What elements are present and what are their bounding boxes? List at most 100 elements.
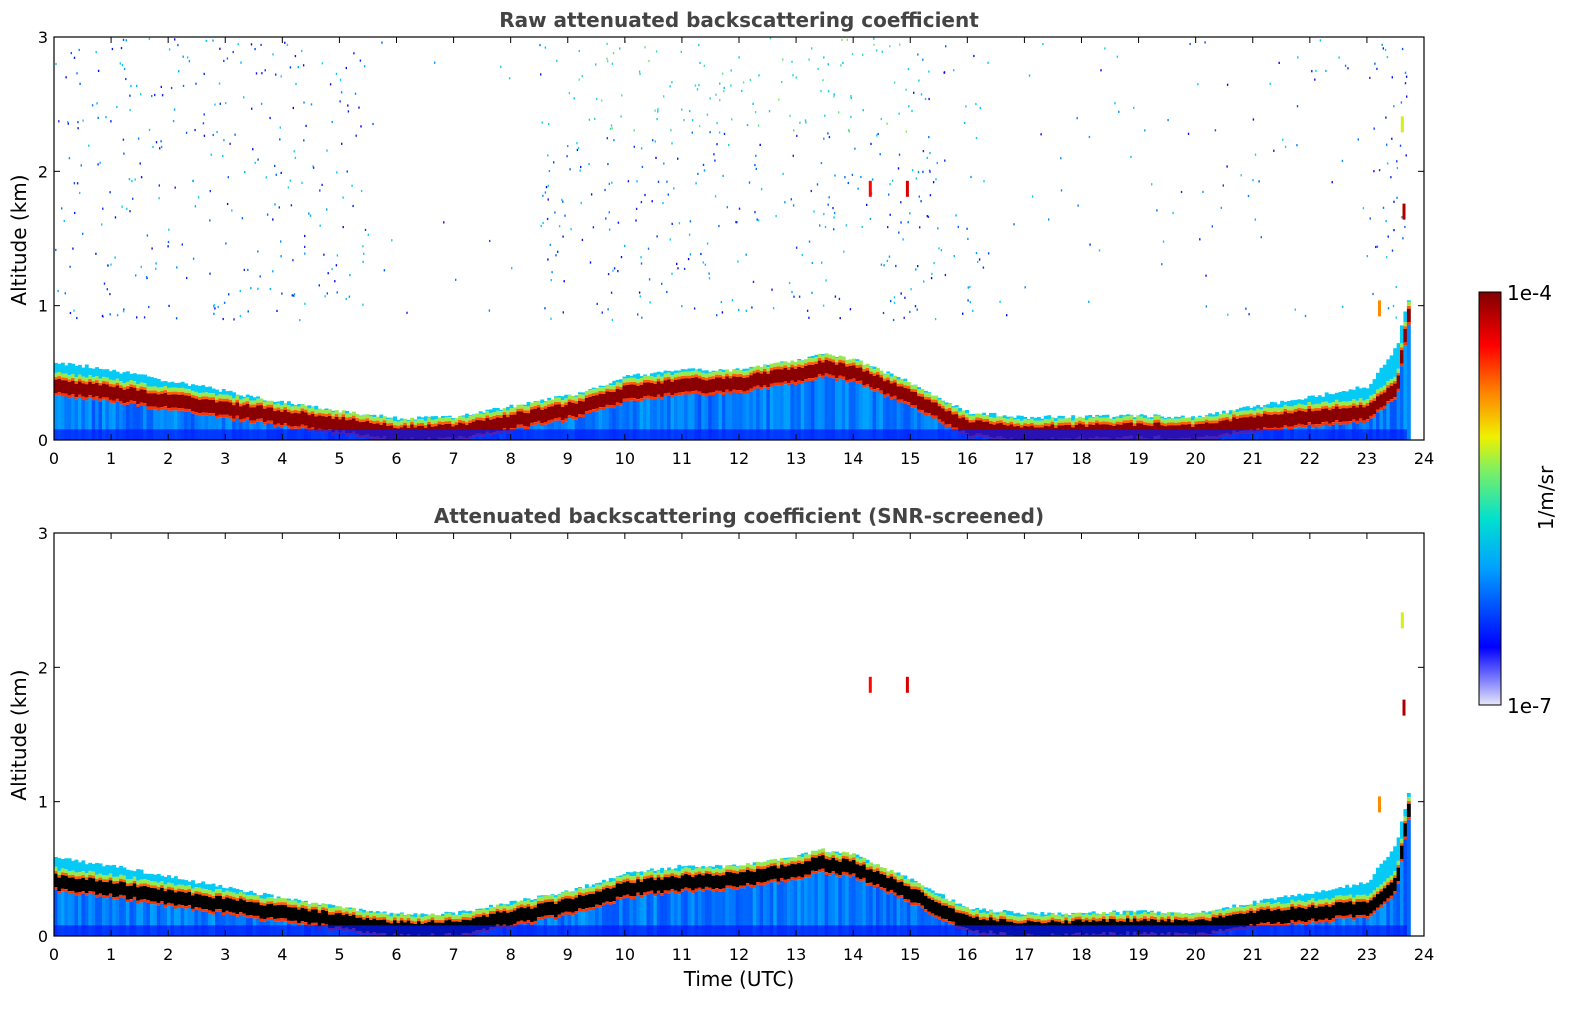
noise-speck bbox=[223, 139, 225, 142]
layer-edge bbox=[560, 896, 565, 900]
layer-edge bbox=[156, 391, 161, 395]
layer-edge bbox=[598, 391, 603, 394]
layer-edge bbox=[447, 912, 452, 917]
layer-body bbox=[927, 914, 932, 936]
layer-edge bbox=[321, 903, 325, 908]
layer-body bbox=[84, 895, 89, 936]
layer-edge bbox=[776, 865, 781, 869]
layer-edge bbox=[489, 907, 493, 911]
layer-core bbox=[149, 393, 154, 407]
layer-edge bbox=[112, 380, 117, 385]
layer-edge bbox=[567, 399, 572, 402]
layer-core bbox=[680, 378, 685, 392]
layer-body bbox=[581, 417, 586, 440]
layer-edge bbox=[626, 871, 630, 875]
layer-edge bbox=[334, 910, 339, 914]
noise-speck bbox=[639, 72, 641, 76]
noise-speck bbox=[312, 165, 314, 168]
noise-speck bbox=[808, 58, 810, 61]
layer-edge bbox=[1143, 415, 1147, 419]
noise-speck bbox=[1331, 181, 1333, 184]
layer-body bbox=[793, 880, 798, 936]
layer-edge bbox=[262, 402, 267, 406]
layer-core bbox=[917, 889, 921, 904]
layer-edge bbox=[259, 895, 264, 899]
layer-edge bbox=[547, 397, 552, 401]
layer-edge bbox=[286, 904, 291, 908]
layer-edge bbox=[300, 905, 305, 908]
layer-edge bbox=[995, 420, 1000, 424]
layer-core bbox=[858, 865, 863, 879]
layer-body bbox=[708, 395, 713, 440]
layer-edge bbox=[656, 371, 661, 375]
layer-body bbox=[821, 378, 826, 440]
layer-edge bbox=[427, 416, 432, 418]
noise-speck bbox=[143, 316, 146, 319]
layer-edge bbox=[735, 866, 740, 867]
layer-edge bbox=[1406, 306, 1411, 309]
layer-edge bbox=[687, 872, 692, 875]
layer-body bbox=[1372, 416, 1377, 440]
layer-edge bbox=[225, 888, 230, 891]
noise-speck bbox=[730, 84, 732, 87]
layer-edge bbox=[194, 887, 199, 891]
layer-body bbox=[804, 382, 808, 440]
layer-edge bbox=[170, 391, 175, 395]
layer-edge bbox=[256, 402, 260, 406]
layer-edge bbox=[571, 892, 576, 897]
layer-core bbox=[1156, 422, 1161, 436]
layer-edge bbox=[1297, 403, 1302, 408]
layer-edge bbox=[369, 415, 373, 417]
layer-edge bbox=[163, 888, 168, 892]
layer-core bbox=[694, 875, 699, 889]
layer-edge bbox=[889, 380, 894, 384]
layer-edge bbox=[831, 855, 836, 858]
layer-core bbox=[495, 911, 500, 925]
layer-edge bbox=[358, 910, 363, 915]
layer-core bbox=[588, 894, 593, 908]
layer-edge bbox=[441, 416, 445, 418]
layer-body bbox=[896, 402, 901, 440]
layer-edge bbox=[441, 916, 445, 920]
layer-body bbox=[598, 907, 603, 936]
layer-edge bbox=[852, 873, 856, 877]
layer-edge bbox=[125, 883, 130, 887]
layer-core bbox=[74, 383, 79, 398]
layer-edge bbox=[673, 874, 678, 878]
layer-edge bbox=[773, 366, 778, 370]
layer-core bbox=[615, 389, 620, 403]
layer-edge bbox=[677, 871, 682, 876]
noise-speck bbox=[61, 207, 63, 210]
noise-speck bbox=[937, 227, 939, 230]
noise-speck bbox=[900, 201, 902, 204]
noise-speck bbox=[655, 50, 658, 53]
layer-body bbox=[115, 401, 120, 440]
layer-edge bbox=[941, 400, 945, 402]
layer-edge bbox=[622, 398, 627, 402]
layer-edge bbox=[1047, 419, 1052, 424]
layer-edge bbox=[458, 919, 462, 922]
layer-body bbox=[708, 890, 713, 936]
layer-edge bbox=[550, 894, 555, 899]
layer-edge bbox=[283, 403, 288, 408]
layer-edge bbox=[324, 414, 329, 417]
noise-speck bbox=[293, 293, 296, 296]
noise-speck bbox=[1375, 245, 1377, 249]
noise-speck bbox=[966, 227, 968, 230]
layer-edge bbox=[653, 870, 658, 874]
layer-edge bbox=[149, 901, 154, 905]
noise-speck bbox=[205, 39, 207, 42]
layer-core bbox=[324, 911, 329, 925]
layer-edge bbox=[924, 909, 928, 912]
layer-edge bbox=[129, 879, 134, 883]
layer-edge bbox=[204, 884, 209, 890]
layer-edge bbox=[1300, 399, 1305, 405]
noise-speck bbox=[260, 43, 262, 46]
layer-edge bbox=[170, 381, 175, 388]
layer-edge bbox=[84, 873, 89, 878]
layer-edge bbox=[156, 387, 161, 392]
noise-speck bbox=[821, 261, 823, 264]
layer-edge bbox=[105, 879, 110, 883]
layer-edge bbox=[177, 888, 182, 892]
layer-edge bbox=[951, 427, 956, 431]
